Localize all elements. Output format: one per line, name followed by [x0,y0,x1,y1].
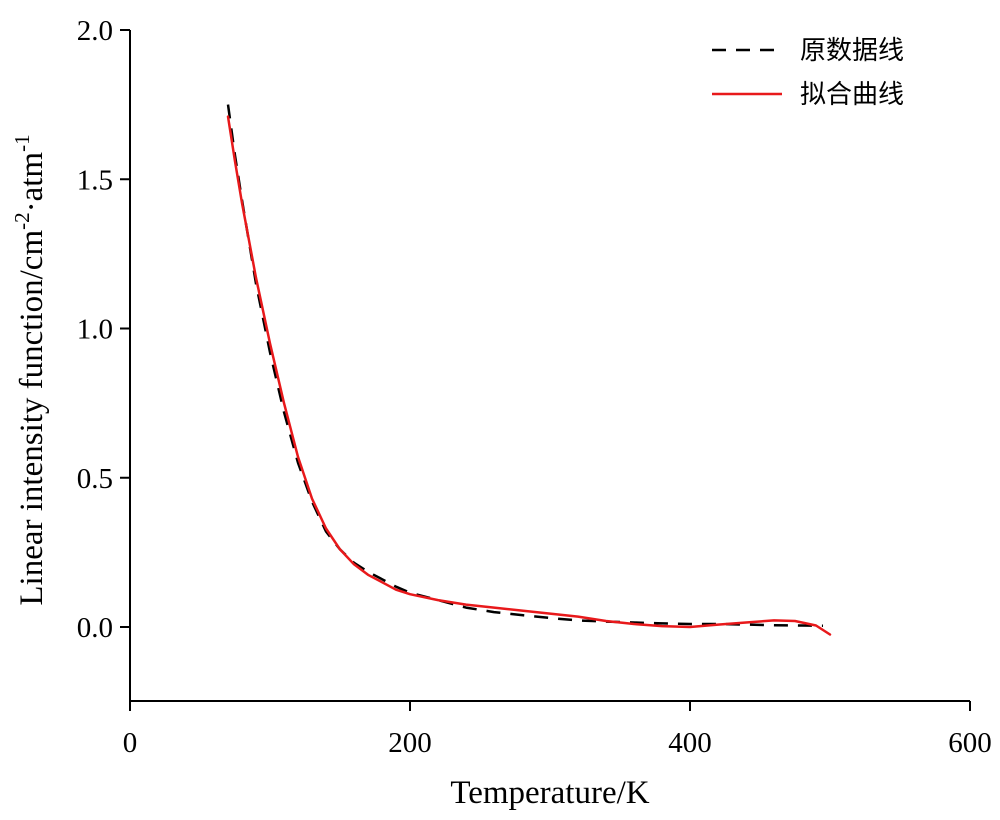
y-axis-title: Linear intensity function/cm-2·atm-1 [10,134,50,605]
x-tick-label: 400 [668,727,712,759]
ticks: 0 200 400 600 0.0 0.5 1.0 1.5 2.0 [77,15,992,759]
y-axis-title-base: Linear intensity function/cm [14,230,50,606]
y-axis-title-mid: ·atm [14,152,50,213]
x-tick-label: 600 [948,727,992,759]
legend-label: 拟合曲线 [800,80,904,110]
x-tick-label: 200 [388,727,432,759]
x-tick-label: 0 [123,727,138,759]
original-data-line [226,104,824,628]
legend-label: 原数据线 [800,36,904,66]
y-tick-label: 0.0 [77,612,113,644]
y-tick-label: 0.5 [77,463,113,495]
fitted-curve-line [226,115,832,636]
svg-text:Linear intensity function/cm-2: Linear intensity function/cm-2·atm-1 [10,134,50,605]
y-tick-label: 2.0 [77,15,113,47]
series [226,104,832,636]
y-axis-title-exp1: -2 [10,212,34,230]
y-tick-label: 1.5 [77,164,113,196]
y-tick-label: 1.0 [77,314,113,346]
y-axis-title-exp2: -1 [10,134,34,152]
axes [129,30,970,702]
x-axis-title: Temperature/K [450,775,649,811]
